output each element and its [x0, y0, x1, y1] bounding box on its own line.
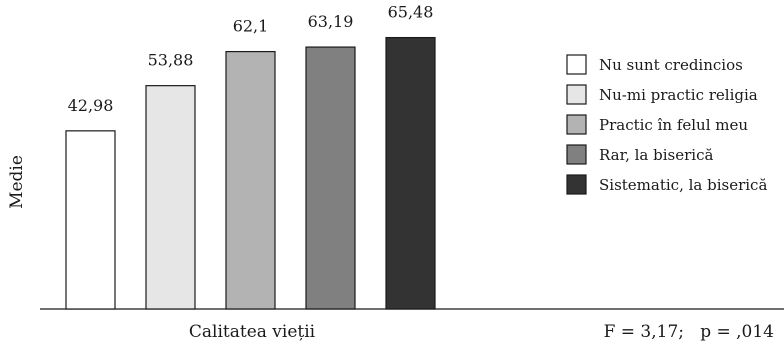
value-label-0: 42,98	[68, 96, 114, 115]
value-label-2: 62,1	[233, 17, 269, 36]
value-label-4: 65,48	[388, 3, 434, 22]
statistics-annotation: F = 3,17; p = ,014	[604, 322, 774, 342]
legend-label-1: Nu-mi practic religia	[599, 86, 758, 104]
legend-swatch-4	[566, 174, 587, 195]
bar-series-0	[65, 130, 116, 310]
bar-series-3	[305, 46, 356, 310]
bar-series-4	[385, 36, 436, 310]
legend: Nu sunt credincios Nu-mi practic religia P…	[566, 54, 767, 195]
legend-label-0: Nu sunt credincios	[599, 56, 743, 74]
value-label-3: 63,19	[308, 12, 354, 31]
bar-series-1	[145, 85, 196, 310]
legend-swatch-3	[566, 144, 587, 165]
legend-swatch-2	[566, 114, 587, 135]
bars-group	[65, 36, 436, 310]
legend-swatch-0	[566, 54, 587, 75]
value-label-1: 53,88	[148, 51, 194, 70]
x-axis-label: Calitatea vieții	[189, 322, 316, 342]
legend-swatch-1	[566, 84, 587, 105]
y-axis-label: Medie	[7, 155, 27, 209]
bar-series-2	[225, 50, 276, 310]
legend-label-2: Practic în felul meu	[599, 116, 748, 134]
value-labels-group: 42,98 53,88 62,1 63,19 65,48	[68, 3, 434, 115]
legend-label-4: Sistematic, la biserică	[599, 176, 767, 194]
legend-label-3: Rar, la biserică	[599, 146, 713, 164]
